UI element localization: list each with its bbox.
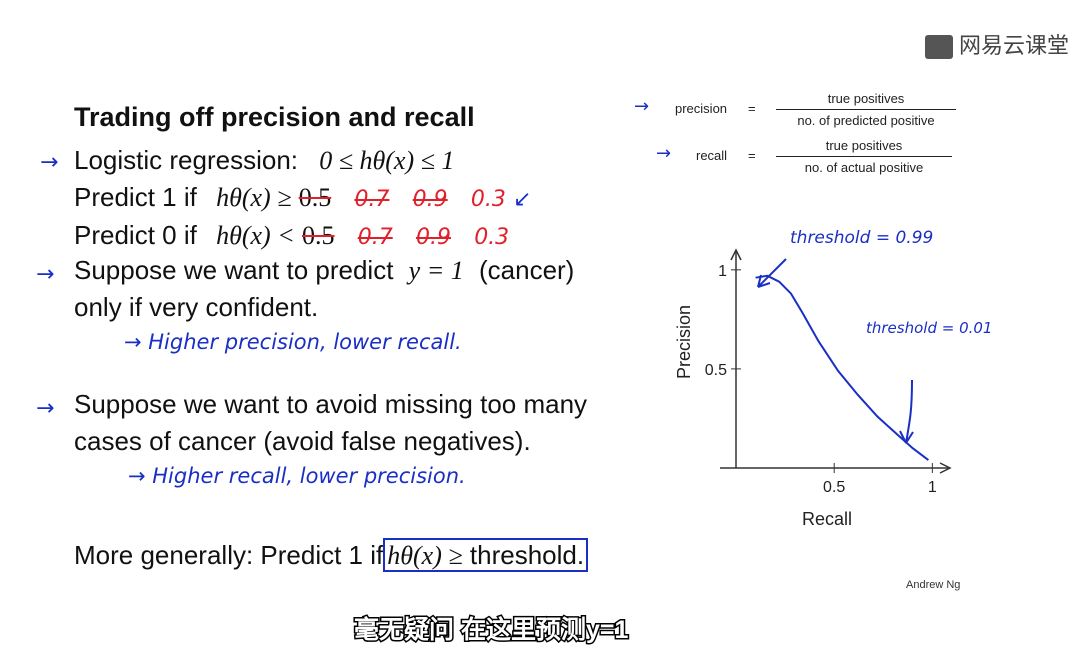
logistic-math: 0 ≤ hθ(x) ≤ 1 xyxy=(319,146,455,175)
x-axis-label: Recall xyxy=(802,509,852,529)
logistic-line: Logistic regression: 0 ≤ hθ(x) ≤ 1 xyxy=(74,145,454,176)
annotation-arrow-001 xyxy=(899,379,914,444)
arrow-mark: → xyxy=(634,96,650,117)
annotation-threshold-001: threshold = 0.01 xyxy=(866,319,992,337)
watermark-text: 网易云课堂 xyxy=(959,34,1070,59)
recall-numerator: true positives xyxy=(776,138,952,157)
suppose1-math: y = 1 xyxy=(408,256,464,285)
logistic-label: Logistic regression: xyxy=(74,145,298,175)
handwritten-note-2: → Higher recall, lower precision. xyxy=(128,464,466,488)
predict0-label: Predict 0 if xyxy=(74,220,197,250)
suppose1-text-b: (cancer) xyxy=(478,255,575,285)
precision-numerator: true positives xyxy=(776,91,956,110)
predict1-original-threshold: 0.5 xyxy=(298,183,332,212)
predict1-label: Predict 1 if xyxy=(74,182,197,212)
predict0-math: hθ(x) < xyxy=(216,221,295,250)
y-tick-label: 0.5 xyxy=(705,362,727,379)
general-math: hθ(x) ≥ xyxy=(387,541,463,570)
suppose1-text-a: Suppose we want to predict xyxy=(74,255,394,285)
predict1-value-09: 0.9 xyxy=(412,187,448,212)
suppose2-line1: Suppose we want to avoid missing too man… xyxy=(74,389,588,419)
y-tick-label: 1 xyxy=(718,263,727,280)
precision-eq: = xyxy=(748,101,756,116)
watermark: 网易云课堂 xyxy=(925,28,1069,60)
predict1-line: Predict 1 if hθ(x) ≥ 0.5 0.7 0.9 0.3 ↙ xyxy=(74,182,532,213)
watermark-logo-icon xyxy=(925,35,953,59)
recall-name: recall xyxy=(696,148,728,163)
precision-fraction: true positives no. of predicted positive xyxy=(776,91,956,128)
suppose2-line2: cases of cancer (avoid false negatives). xyxy=(74,426,531,456)
suppose1-line1: Suppose we want to predict y = 1 (cancer… xyxy=(74,255,574,286)
pr-curve xyxy=(755,274,930,461)
arrow-mark: → xyxy=(36,262,55,287)
handwritten-note-1: → Higher precision, lower recall. xyxy=(124,330,462,354)
predict0-value-07: 0.7 xyxy=(357,225,393,250)
threshold-box: hθ(x) ≥ threshold. xyxy=(383,538,589,572)
predict0-original-threshold: 0.5 xyxy=(301,221,335,250)
x-axis-arrow xyxy=(939,462,952,474)
predict0-value-09: 0.9 xyxy=(415,225,451,250)
slide-title: Trading off precision and recall xyxy=(74,102,475,132)
arrow-mark: → xyxy=(656,143,672,164)
precision-denominator: no. of predicted positive xyxy=(797,113,935,128)
predict0-value-03: 0.3 xyxy=(474,225,510,250)
predict1-value-07: 0.7 xyxy=(354,187,390,212)
recall-eq: = xyxy=(748,148,756,163)
author: Andrew Ng xyxy=(906,579,961,591)
precision-name: precision xyxy=(675,101,728,116)
y-axis-label: Precision xyxy=(674,305,694,379)
recall-denominator: no. of actual positive xyxy=(804,160,924,175)
video-subtitle: 毫无疑问 在这里预测y=1 xyxy=(352,615,629,646)
recall-fraction: true positives no. of actual positive xyxy=(776,138,952,175)
suppose1-line2: only if very confident. xyxy=(74,292,319,322)
predict1-value-03: 0.3 xyxy=(470,187,506,212)
x-tick-label: 1 xyxy=(928,479,937,496)
y-axis-arrow xyxy=(730,248,742,261)
general-line: More generally: Predict 1 if hθ(x) ≥ thre… xyxy=(74,538,589,572)
general-word: threshold. xyxy=(469,540,585,570)
predict1-math: hθ(x) ≥ xyxy=(216,183,292,212)
precision-recall-chart: 0.5 1 0.5 1 Recall Precision threshold = 0.… xyxy=(674,228,992,529)
annotation-threshold-099: threshold = 0.99 xyxy=(790,228,933,248)
predict0-line: Predict 0 if hθ(x) < 0.5 0.7 0.9 0.3 xyxy=(74,220,509,251)
predict1-arrow-mark: ↙ xyxy=(513,187,532,212)
arrow-mark: → xyxy=(40,150,59,175)
general-label: More generally: Predict 1 if xyxy=(74,540,384,570)
annotation-arrow-099 xyxy=(757,258,787,288)
arrow-mark: → xyxy=(36,396,55,421)
x-tick-label: 0.5 xyxy=(823,479,845,496)
